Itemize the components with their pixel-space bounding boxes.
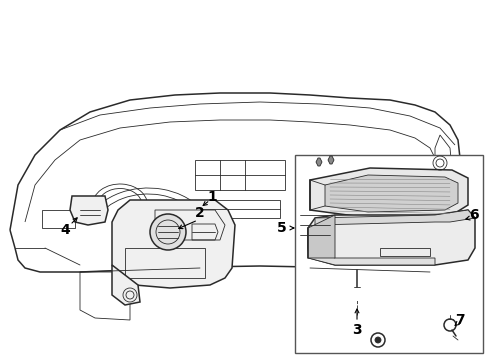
Polygon shape (316, 158, 322, 166)
Text: 2: 2 (195, 206, 205, 220)
Polygon shape (308, 215, 335, 258)
Text: 3: 3 (352, 323, 362, 337)
Text: 7: 7 (455, 313, 465, 327)
Polygon shape (112, 200, 235, 288)
Text: 1: 1 (207, 190, 217, 204)
Polygon shape (70, 196, 108, 225)
Polygon shape (315, 210, 475, 225)
Text: 6: 6 (469, 208, 479, 222)
Circle shape (375, 337, 381, 343)
Polygon shape (308, 228, 435, 265)
Polygon shape (308, 210, 475, 265)
Polygon shape (310, 168, 468, 218)
Text: 5: 5 (277, 221, 287, 235)
Bar (295, 155, 483, 353)
Polygon shape (112, 265, 140, 305)
Polygon shape (328, 156, 334, 164)
Circle shape (353, 291, 361, 299)
Circle shape (150, 214, 186, 250)
Polygon shape (325, 175, 458, 212)
Text: 4: 4 (60, 223, 70, 237)
